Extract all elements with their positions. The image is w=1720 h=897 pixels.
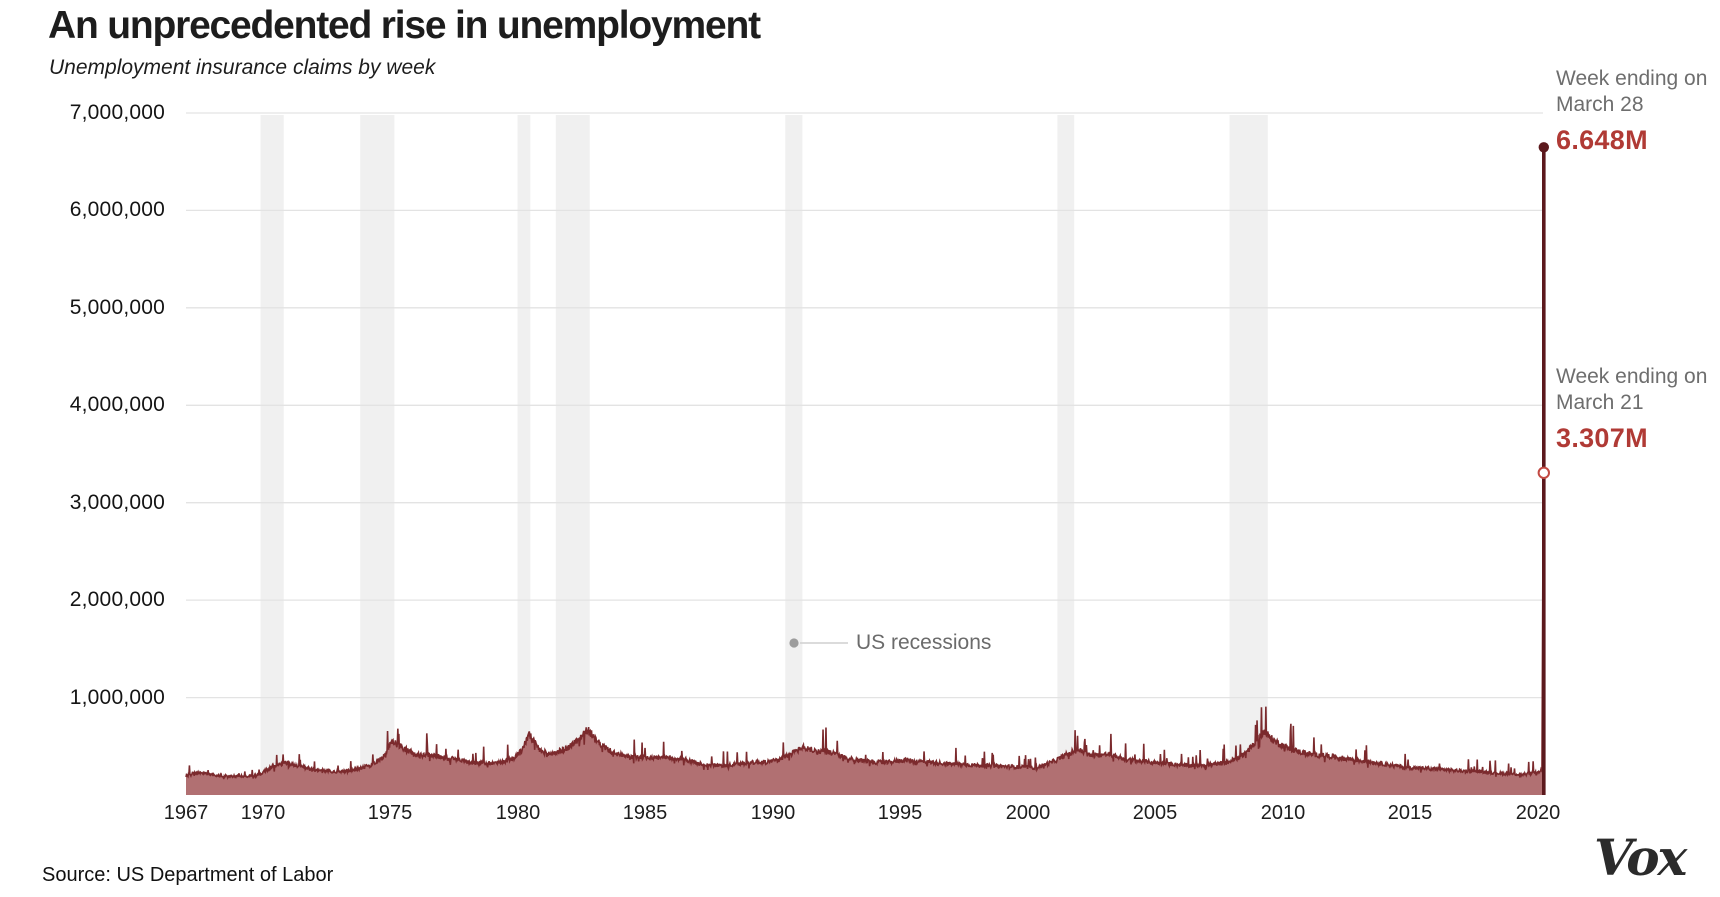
y-axis-label: 2,000,000 <box>69 588 165 612</box>
recession-band <box>517 115 531 795</box>
x-axis-label: 1985 <box>622 802 668 824</box>
annotation-march-21-line2: March 21 <box>1556 391 1644 414</box>
recession-band <box>1057 115 1075 795</box>
x-axis-label: 1980 <box>495 802 541 824</box>
x-axis-label: 1967 <box>163 802 209 824</box>
recession-band <box>1229 115 1268 795</box>
x-axis-label: 2010 <box>1260 802 1306 824</box>
chart-title: An unprecedented rise in unemployment <box>48 4 761 47</box>
x-axis-label: 1990 <box>750 802 796 824</box>
recession-legend-label: US recessions <box>856 631 992 654</box>
source-attribution: Source: US Department of Labor <box>42 864 334 886</box>
x-axis-label: 2015 <box>1387 802 1433 824</box>
chart-subtitle: Unemployment insurance claims by week <box>49 56 436 79</box>
y-axis-label: 7,000,000 <box>69 100 165 124</box>
y-axis-label: 3,000,000 <box>69 490 165 514</box>
annotation-march-28: Week ending on March 28 6.648M <box>1556 66 1720 156</box>
x-axis-label: 2005 <box>1132 802 1178 824</box>
y-axis-label: 4,000,000 <box>69 393 165 417</box>
y-axis-label: 5,000,000 <box>69 295 165 319</box>
recession-band <box>360 115 395 795</box>
annotation-march-28-line1: Week ending on <box>1556 67 1708 90</box>
annotation-march-21-line1: Week ending on <box>1556 365 1708 388</box>
x-axis-label: 1970 <box>240 802 286 824</box>
x-axis-label: 1975 <box>367 802 413 824</box>
annotation-march-28-line2: March 28 <box>1556 93 1644 116</box>
recession-band <box>260 115 284 795</box>
x-axis-label: 1995 <box>877 802 923 824</box>
claims-line <box>185 147 1545 781</box>
march-28-marker <box>1538 142 1550 153</box>
y-axis-label: 6,000,000 <box>69 198 165 222</box>
recession-band <box>785 115 803 795</box>
recession-band <box>555 115 590 795</box>
annotation-march-21-value: 3.307M <box>1556 423 1648 453</box>
x-axis-label: 2000 <box>1005 802 1051 824</box>
recession-legend-dot <box>789 638 799 648</box>
x-axis-label: 2020 <box>1515 802 1561 824</box>
y-axis-label: 1,000,000 <box>69 685 165 709</box>
vox-logo: Vox <box>1594 828 1687 887</box>
march-21-marker <box>1537 466 1551 479</box>
annotation-march-28-value: 6.648M <box>1556 125 1648 155</box>
annotation-march-21: Week ending on March 21 3.307M <box>1556 364 1720 454</box>
